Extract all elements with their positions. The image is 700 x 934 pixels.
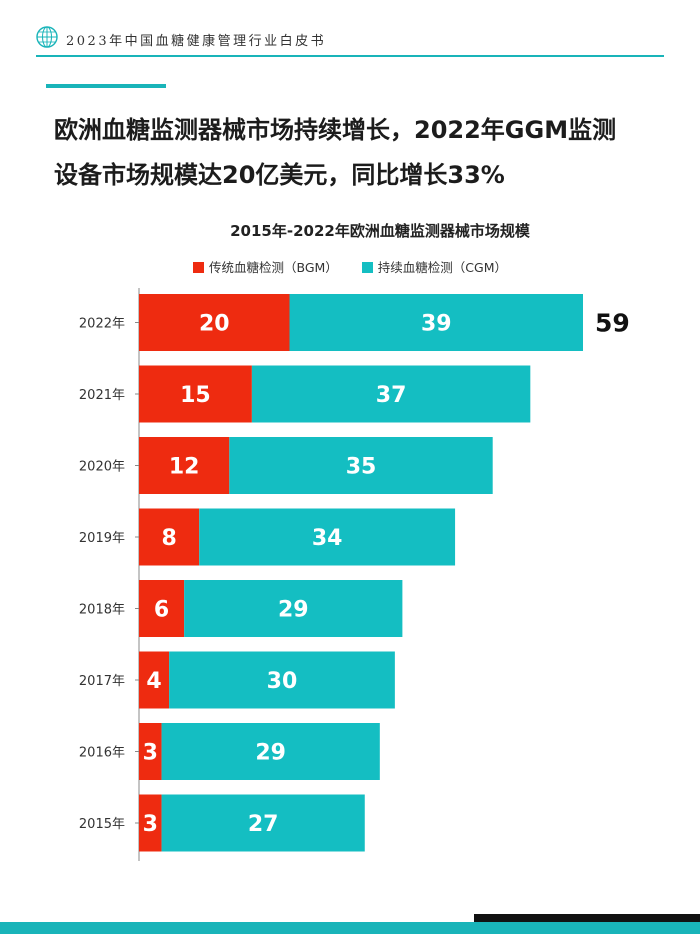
header-divider	[36, 55, 664, 57]
page-headline: 欧洲血糖监测器械市场持续增长，2022年GGM监测 设备市场规模达20亿美元，同…	[54, 108, 674, 198]
data-label-cgm: 30	[267, 669, 298, 694]
category-label: 2017年	[79, 674, 125, 689]
globe-logo-icon	[36, 26, 58, 48]
legend-item-bgm: 传统血糖检测（BGM）	[192, 257, 338, 276]
data-label-bgm: 6	[154, 598, 169, 623]
bar-cgm	[161, 723, 380, 780]
data-label-bgm: 4	[146, 669, 161, 694]
category-label: 2015年	[79, 817, 125, 832]
category-label: 2022年	[79, 317, 125, 332]
data-label-cgm: 37	[376, 383, 407, 408]
data-label-bgm: 3	[143, 741, 158, 766]
chart-legend: 传统血糖检测（BGM） 持续血糖检测（CGM）	[0, 257, 700, 276]
data-label-bgm: 12	[169, 455, 200, 480]
category-label: 2021年	[79, 388, 125, 403]
data-label-cgm: 39	[421, 312, 452, 337]
bar-bgm	[139, 365, 252, 423]
category-label: 2020年	[79, 460, 125, 475]
bar-cgm	[161, 794, 365, 852]
bar-cgm	[289, 294, 583, 351]
legend-item-cgm: 持续血糖检测（CGM）	[361, 257, 507, 276]
report-title: 2023年中国血糖健康管理行业白皮书	[66, 34, 327, 49]
data-label-cgm: 34	[312, 526, 343, 551]
report-header: 2023年中国血糖健康管理行业白皮书	[0, 0, 700, 60]
headline-line-1: 欧洲血糖监测器械市场持续增长，2022年GGM监测	[54, 116, 617, 144]
chart-title: 2015年-2022年欧洲血糖监测器械市场规模	[230, 222, 530, 240]
data-label-bgm: 20	[199, 312, 230, 337]
bar-bgm	[139, 723, 162, 780]
legend-swatch-bgm	[192, 262, 204, 273]
legend-label-cgm: 持续血糖检测（CGM）	[377, 260, 507, 275]
accent-bar	[46, 84, 166, 88]
data-label-bgm: 8	[161, 526, 176, 551]
bar-cgm	[169, 651, 395, 709]
bar-cgm	[229, 437, 493, 494]
bar-cgm	[184, 580, 403, 637]
legend-label-bgm: 传统血糖检测（BGM）	[208, 260, 338, 275]
bar-bgm	[139, 794, 162, 852]
bar-bgm	[139, 580, 185, 637]
bar-bgm	[139, 294, 290, 351]
data-label-cgm: 27	[248, 812, 279, 837]
bar-cgm	[251, 365, 531, 423]
footer-teal-bar	[0, 922, 700, 934]
category-label: 2018年	[79, 603, 125, 618]
headline-line-2: 设备市场规模达20亿美元，同比增长33%	[54, 161, 505, 189]
bar-bgm	[139, 508, 200, 566]
data-label-bgm: 15	[180, 383, 211, 408]
legend-swatch-cgm	[361, 262, 373, 273]
category-label: 2016年	[79, 746, 125, 761]
data-label-cgm: 35	[346, 455, 377, 480]
data-label-cgm: 29	[255, 741, 286, 766]
bar-bgm	[139, 651, 170, 709]
data-label-cgm: 29	[278, 598, 309, 623]
category-label: 2019年	[79, 531, 125, 546]
bar-cgm	[199, 508, 456, 566]
total-label: 59	[595, 309, 630, 338]
footer-black-bar	[474, 914, 700, 922]
bar-bgm	[139, 437, 230, 494]
data-label-bgm: 3	[143, 812, 158, 837]
